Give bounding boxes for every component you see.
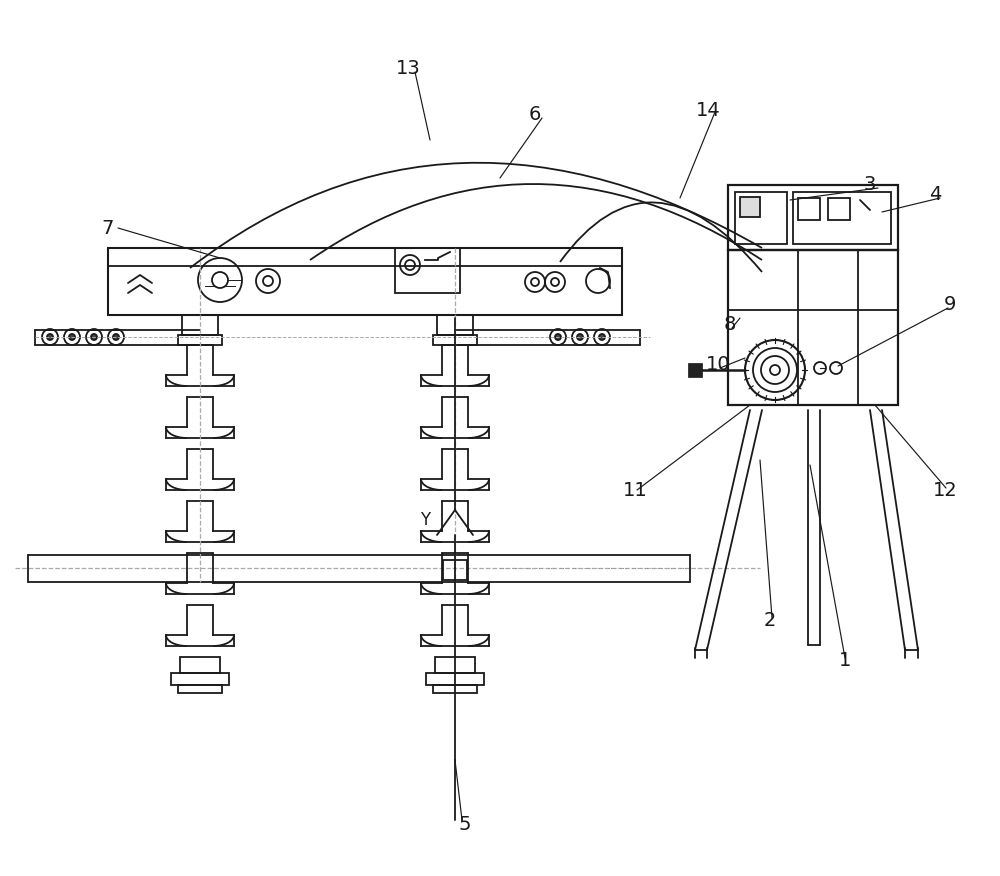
Circle shape [599,334,605,340]
Bar [740,197,760,217]
Text: 8: 8 [724,315,736,335]
Bar [395,248,460,293]
Bar [433,335,477,345]
Circle shape [113,334,119,340]
Bar [735,192,787,244]
Text: 7: 7 [102,218,114,237]
Text: Y: Y [420,511,430,529]
Text: 3: 3 [864,175,876,194]
Bar [433,685,477,693]
Bar [108,248,622,315]
Bar [443,560,467,580]
Text: 14: 14 [696,101,720,119]
Bar [688,363,702,377]
Text: 9: 9 [944,295,956,314]
Bar [426,673,484,685]
Text: 1: 1 [839,651,851,669]
Bar [728,250,898,405]
Text: 12: 12 [933,481,957,499]
Text: 4: 4 [929,186,941,204]
Circle shape [69,334,75,340]
Text: 10: 10 [706,356,730,375]
Bar [178,685,222,693]
Text: 6: 6 [529,105,541,124]
Bar [435,657,475,673]
Bar [437,315,473,335]
Bar [171,673,229,685]
Circle shape [47,334,53,340]
Text: 13: 13 [396,59,420,77]
Bar [728,185,898,250]
Text: 11: 11 [623,481,647,499]
Circle shape [577,334,583,340]
Circle shape [91,334,97,340]
Bar [178,335,222,345]
Text: 5: 5 [459,816,471,835]
Bar [828,198,850,220]
Text: 2: 2 [764,611,776,630]
Bar [182,315,218,335]
Bar [793,192,891,244]
Circle shape [555,334,561,340]
Bar [180,657,220,673]
Bar [798,198,820,220]
